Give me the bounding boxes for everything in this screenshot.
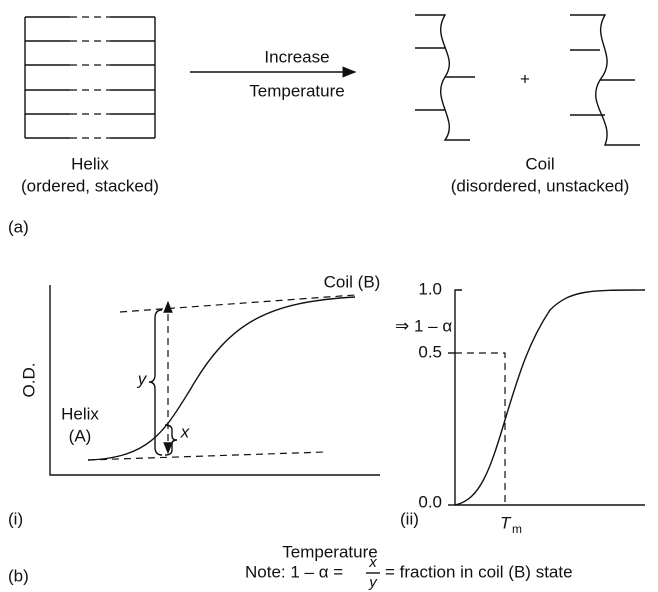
tick-label: 0.5 [418,342,442,361]
plus: + [520,69,530,88]
tag: (b) [8,566,29,585]
tag: (a) [8,217,29,236]
label: (ordered, stacked) [21,176,159,195]
label: x [180,422,190,441]
coil-strand [415,14,475,141]
tag: (i) [8,509,23,528]
label: m [512,522,522,536]
label: Coil (B) [324,272,381,291]
label: y [137,369,148,388]
label: T [500,513,512,532]
label: (disordered, unstacked) [451,176,630,195]
label: Temperature [249,81,344,100]
coil-strand [570,14,640,146]
tick-label: 1.0 [418,279,442,298]
label: (A) [69,426,92,445]
axis-label: ⇒ 1 – α [395,316,452,335]
note: = fraction in coil (B) state [385,562,573,581]
label: Helix [61,404,99,423]
plot-ii [448,289,646,506]
axis-label: O.D. [19,363,38,398]
note: y [368,574,378,591]
note: x [368,554,377,571]
note: Note: 1 – α = [245,562,343,581]
helix-box [24,16,156,139]
tick-label: 0.0 [418,492,442,511]
label: Helix [71,154,109,173]
axis-label: Temperature [282,542,377,561]
tag: (ii) [400,509,419,528]
label: Coil [525,154,554,173]
label: Increase [264,47,329,66]
plot-i [49,285,380,476]
